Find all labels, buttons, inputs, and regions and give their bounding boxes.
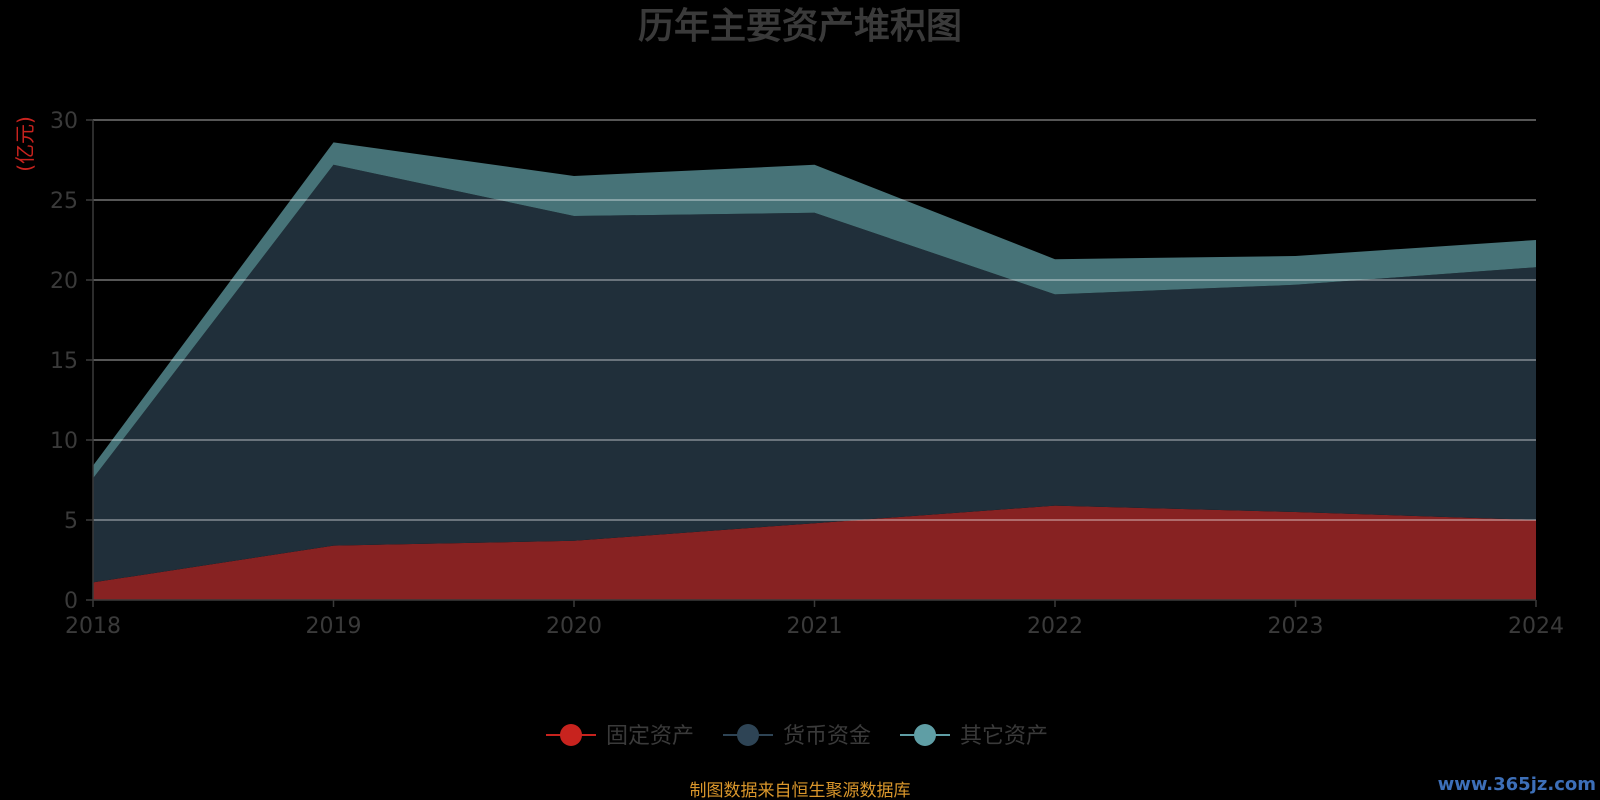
legend-label-0: 固定资产 [606,724,694,749]
y-tick-label-4: 20 [50,269,78,294]
legend-marker-0 [560,724,582,746]
x-tick-label-1: 2019 [306,614,362,639]
legend[interactable]: 固定资产 货币资金 其它资产 [546,724,1048,749]
axes: 0 5 10 15 20 25 30 2018 2019 2020 2021 2022 2023 2024 [50,109,1564,639]
y-tick-label-1: 5 [64,509,78,534]
x-tick-label-0: 2018 [65,614,121,639]
area-series-0 [93,505,1536,600]
area-series-1 [93,164,1536,583]
y-tick-label-5: 25 [50,189,78,214]
grid-lines [93,119,1536,521]
watermark: www.365jz.com [1438,774,1596,795]
area-layers [93,142,1536,600]
x-tick-label-6: 2024 [1508,614,1564,639]
y-axis-unit: (亿元) [13,116,37,172]
y-tick-label-6: 30 [50,109,78,134]
chart-title: 历年主要资产堆积图 [638,6,962,47]
legend-label-1: 货币资金 [783,724,871,749]
y-tick-label-0: 0 [64,589,78,614]
x-tick-label-3: 2021 [787,614,843,639]
legend-marker-2 [914,724,936,746]
x-tick-label-5: 2023 [1268,614,1324,639]
legend-label-2: 其它资产 [960,724,1048,749]
legend-item-1[interactable]: 货币资金 [723,724,871,749]
area-series-2 [93,142,1536,479]
x-tick-label-4: 2022 [1027,614,1083,639]
y-tick-label-3: 15 [50,349,78,374]
y-tick-label-2: 10 [50,429,78,454]
legend-item-0[interactable]: 固定资产 [546,724,694,749]
data-source-note: 制图数据来自恒生聚源数据库 [690,781,911,800]
legend-item-2[interactable]: 其它资产 [900,724,1048,749]
legend-marker-1 [737,724,759,746]
x-tick-label-2: 2020 [546,614,602,639]
